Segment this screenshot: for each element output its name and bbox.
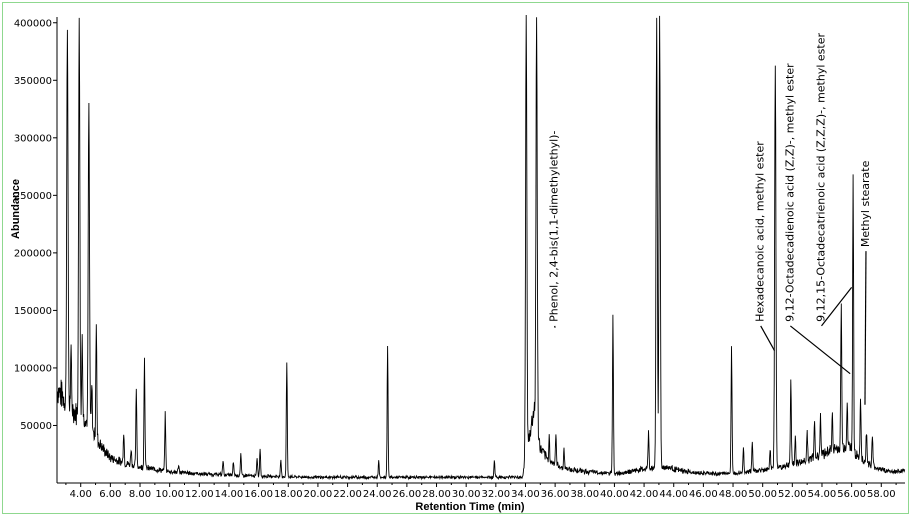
peak-annotation-label: Methyl stearate — [859, 160, 872, 247]
x-tick-label: 22.00 — [333, 489, 362, 500]
y-tick-label: 100000 — [14, 363, 52, 374]
x-tick-label: 16.00 — [244, 489, 273, 500]
x-tick-label: 26.00 — [393, 489, 422, 500]
x-tick-label: 24.00 — [363, 489, 392, 500]
y-tick-label: 250000 — [14, 191, 52, 202]
x-tick-label: 18.00 — [274, 489, 303, 500]
x-tick-label: 56.00 — [837, 489, 866, 500]
x-tick-label: 46.00 — [689, 489, 718, 500]
chromatogram-trace — [56, 14, 906, 481]
x-tick-label: 20.00 — [304, 489, 333, 500]
y-tick-label: 50000 — [20, 421, 52, 432]
x-tick-label: 36.00 — [541, 489, 570, 500]
y-tick-label: 300000 — [14, 133, 52, 144]
x-tick-label: 4.00 — [70, 489, 92, 500]
x-tick-label: 40.00 — [600, 489, 629, 500]
x-tick-label: 54.00 — [808, 489, 837, 500]
annotation-leader — [789, 325, 851, 375]
x-tick-label: 8.00 — [129, 489, 151, 500]
peak-annotation-label: Hexadecanoic acid, methyl ester — [754, 141, 767, 322]
y-tick-label: 150000 — [14, 306, 52, 317]
x-tick-label: 32.00 — [482, 489, 511, 500]
x-tick-label: 48.00 — [719, 489, 748, 500]
y-ticks: 50000 100000 150000 200000 250000 300000 35000… — [14, 18, 57, 432]
x-tick-label: 42.00 — [630, 489, 659, 500]
x-tick-label: 12.00 — [185, 489, 214, 500]
annotation-leader — [821, 287, 853, 327]
x-tick-label: 58.00 — [867, 489, 896, 500]
x-tick-label: 6.00 — [99, 489, 121, 500]
x-tick-label: 52.00 — [778, 489, 807, 500]
y-tick-label: 350000 — [14, 76, 52, 87]
peak-annotation-label: 9,12,15-Octadecatrienoic acid (Z,Z,Z)-, … — [814, 33, 827, 322]
peak-annotations: Phenol, 2,4-bis(1,1-dimethylethyl)- Hexad… — [548, 33, 872, 405]
x-tick-label: 44.00 — [659, 489, 688, 500]
y-tick-label: 200000 — [14, 248, 52, 259]
peak-annotation-label: 9,12-Octadecadienoic acid (Z,Z)-, methyl… — [783, 63, 796, 322]
peak-annotation-label: Phenol, 2,4-bis(1,1-dimethylethyl)- — [548, 131, 561, 322]
x-tick-label: 10.00 — [155, 489, 184, 500]
y-tick-label: 400000 — [14, 18, 52, 29]
y-axis-label: Abundance — [10, 179, 22, 239]
annotation-leader — [760, 325, 776, 351]
x-tick-label: 38.00 — [570, 489, 599, 500]
axes — [56, 17, 905, 484]
x-tick-label: 34.00 — [511, 489, 540, 500]
x-tick-label: 14.00 — [215, 489, 244, 500]
x-ticks: 4.00 6.00 8.00 10.00 12.00 14.00 16.00 18.00 20.… — [65, 483, 897, 500]
x-tick-label: 50.00 — [748, 489, 777, 500]
x-axis-label: Retention Time (min) — [415, 501, 525, 513]
x-tick-label: 30.00 — [452, 489, 481, 500]
x-tick-label: 28.00 — [422, 489, 451, 500]
annotation-leader — [864, 251, 867, 405]
